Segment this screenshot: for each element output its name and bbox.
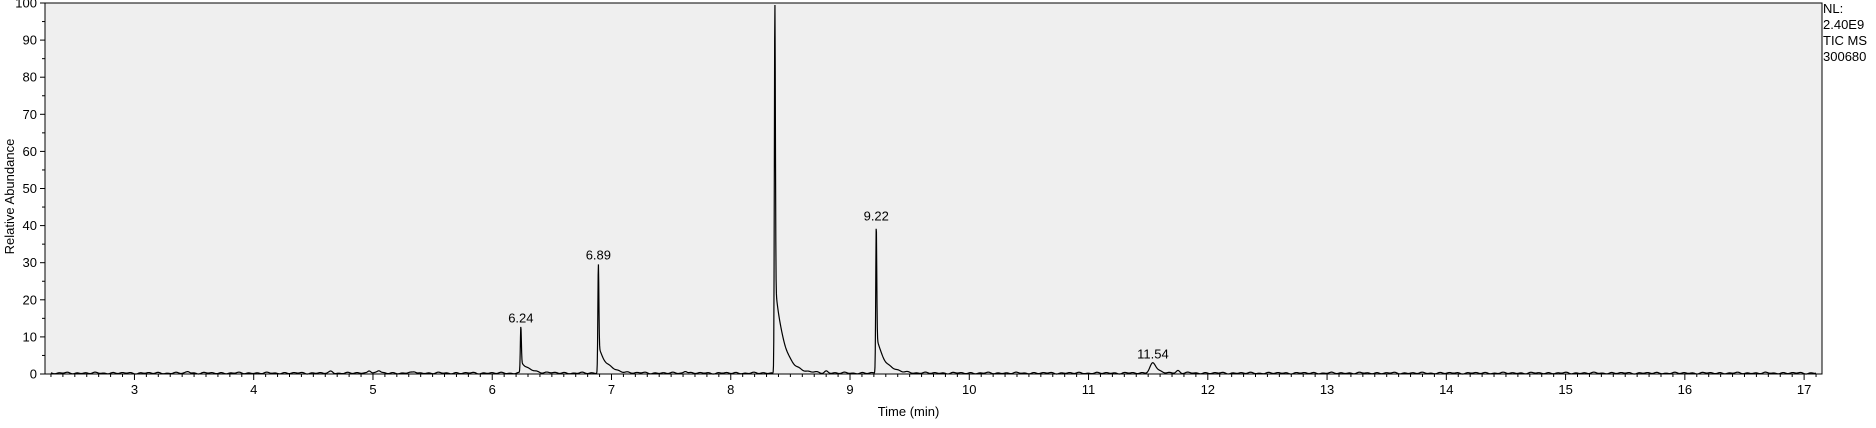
y-tick-label: 70 [23, 107, 37, 122]
y-tick-label: 30 [23, 255, 37, 270]
x-tick-label: 12 [1201, 382, 1215, 397]
peak-label: 6.24 [508, 311, 533, 326]
peak-label: 9.22 [864, 209, 889, 224]
plot-area [45, 3, 1822, 374]
x-tick-label: 7 [608, 382, 615, 397]
x-tick-label: 10 [962, 382, 976, 397]
info-line-scan-type: TIC MS [1823, 33, 1867, 48]
peak-label: 8.37 [762, 0, 787, 1]
x-tick-label: 9 [846, 382, 853, 397]
x-tick-label: 3 [131, 382, 138, 397]
y-tick-label: 80 [23, 70, 37, 85]
x-tick-label: 14 [1439, 382, 1453, 397]
info-line-file-id: 300680 [1823, 49, 1866, 64]
y-tick-label: 100 [15, 0, 37, 11]
y-axis: 0 10 20 30 40 50 60 70 80 90 100 [15, 0, 45, 382]
x-tick-label: 15 [1558, 382, 1572, 397]
y-axis-title: Relative Abundance [2, 139, 17, 255]
peak-label: 11.54 [1137, 347, 1169, 362]
info-line-nl-value: 2.40E9 [1823, 17, 1864, 32]
info-line-nl: NL: [1823, 1, 1843, 16]
x-axis: 3 4 5 6 7 8 9 10 11 12 13 14 15 16 17 [51, 374, 1816, 397]
y-tick-label: 60 [23, 144, 37, 159]
y-tick-label: 0 [30, 367, 37, 382]
x-tick-label: 17 [1797, 382, 1811, 397]
y-tick-label: 50 [23, 181, 37, 196]
x-tick-label: 6 [489, 382, 496, 397]
y-tick-label: 20 [23, 292, 37, 307]
nl-info-block: NL: 2.40E9 TIC MS 300680 [1823, 1, 1867, 64]
x-tick-label: 4 [250, 382, 257, 397]
x-tick-label: 13 [1320, 382, 1334, 397]
x-tick-label: 16 [1678, 382, 1692, 397]
y-tick-label: 90 [23, 33, 37, 48]
y-tick-label: 40 [23, 218, 37, 233]
x-tick-label: 11 [1082, 382, 1096, 397]
x-axis-title: Time (min) [878, 404, 940, 419]
x-tick-label: 5 [369, 382, 376, 397]
x-tick-label: 8 [727, 382, 734, 397]
y-tick-label: 10 [23, 329, 37, 344]
peak-label: 6.89 [586, 248, 611, 263]
